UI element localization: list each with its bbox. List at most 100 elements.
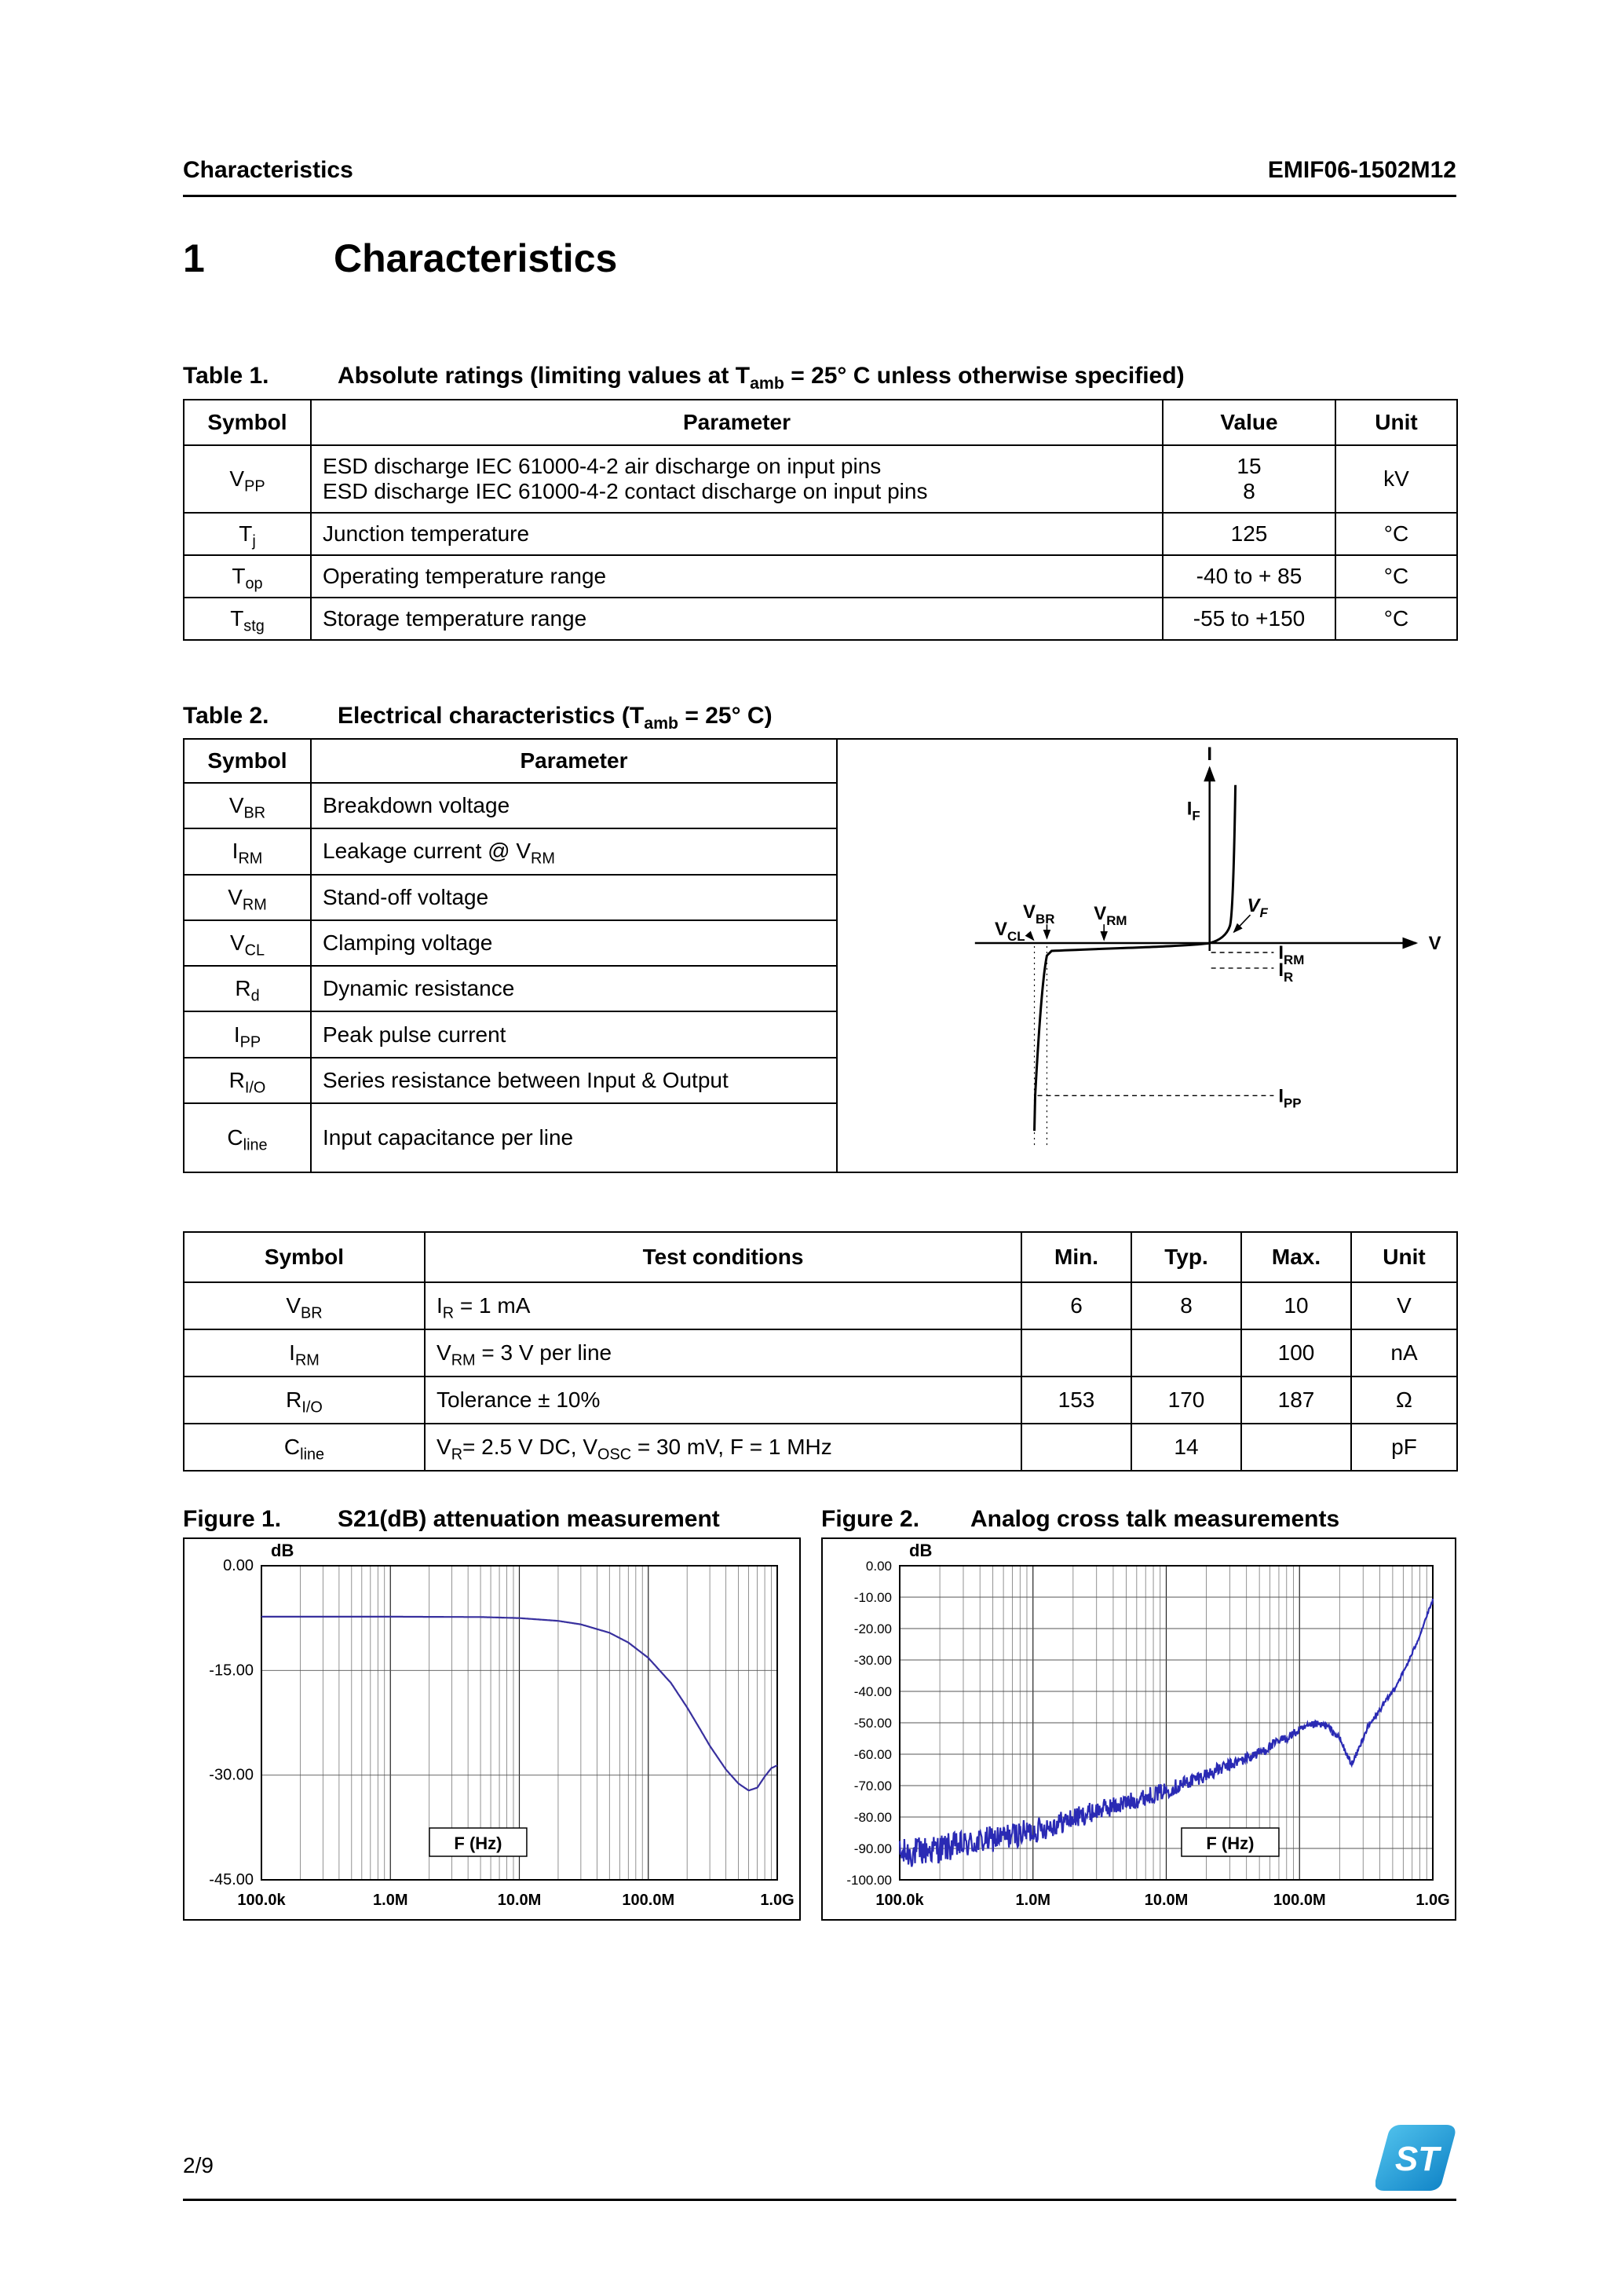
col-header-parameter: Parameter (310, 399, 1164, 446)
conditions-cell: VRM = 3 V per line (424, 1329, 1022, 1377)
parameter-cell: Operating temperature range (310, 554, 1164, 598)
table-row: Rd Dynamic resistance (183, 965, 1457, 1013)
table-row: Cline VR= 2.5 V DC, VOSC = 30 mV, F = 1 M… (183, 1423, 1458, 1472)
svg-text:dB: dB (909, 1541, 932, 1560)
table-row: VRM Stand-off voltage (183, 873, 1457, 921)
unit-cell: °C (1335, 554, 1458, 598)
fig1-chart-svg: 0.00 -15.00 -30.00 -45.00 100.0k 1.0M 10.0M 100… (209, 1541, 794, 1909)
parameter-cell: Storage temperature range (310, 597, 1164, 641)
col-header-symbol: Symbol (183, 1231, 426, 1283)
min-cell (1021, 1329, 1132, 1377)
typ-cell (1131, 1329, 1242, 1377)
spec-table: Symbol Test conditions Min. Typ. Max. Un… (183, 1231, 1458, 1472)
footer-rule (183, 2199, 1456, 2201)
col-header-typ: Typ. (1131, 1231, 1242, 1283)
min-cell: 6 (1021, 1281, 1132, 1330)
table-row: IRM Leakage current @ VRM (183, 828, 1457, 876)
table-row: Cline Input capacitance per line (183, 1102, 1457, 1173)
table-header-row: Symbol Test conditions Min. Typ. Max. Un… (183, 1231, 1458, 1283)
svg-text:F (Hz): F (Hz) (454, 1834, 502, 1853)
max-cell: 10 (1240, 1281, 1352, 1330)
svg-text:100.0M: 100.0M (1273, 1892, 1326, 1909)
symbol-cell: Cline (183, 1423, 426, 1472)
typ-cell: 170 (1131, 1376, 1242, 1424)
unit-cell: °C (1335, 597, 1458, 641)
svg-text:100.0M: 100.0M (622, 1892, 674, 1909)
unit-cell: Ω (1350, 1376, 1458, 1424)
iv-curve-diagram: I IF V VBR VCL VRM VF IRM IR IPP (974, 744, 1441, 1147)
electrical-characteristics-table: Symbol Parameter (183, 738, 1458, 1173)
svg-text:-40.00: -40.00 (854, 1684, 892, 1699)
col-header-unit: Unit (1350, 1231, 1458, 1283)
diagram-label-ipp: IPP (1278, 1085, 1301, 1110)
table2: Symbol Parameter (183, 738, 1458, 1173)
section-title: 1 Characteristics (183, 236, 1456, 281)
svg-text:F (Hz): F (Hz) (1206, 1834, 1254, 1853)
figure2-caption: Figure 2. Analog cross talk measurements (821, 1506, 1339, 1533)
parameter-cell: Clamping voltage (310, 919, 838, 967)
svg-text:0.00: 0.00 (866, 1559, 892, 1574)
col-header-value: Value (1162, 399, 1336, 446)
table2-caption-text: Electrical characteristics (Tamb = 25° C… (338, 703, 773, 733)
st-logo: ST (1375, 2122, 1457, 2194)
max-cell: 100 (1240, 1329, 1352, 1377)
table-row: VCL Clamping voltage (183, 919, 1457, 967)
figure2-caption-label: Figure 2. (821, 1506, 920, 1532)
value-cell: 15 8 (1162, 444, 1336, 514)
svg-text:-30.00: -30.00 (854, 1653, 892, 1668)
section-title-text: Characteristics (334, 236, 618, 280)
test-conditions-table: Symbol Test conditions Min. Typ. Max. Un… (183, 1231, 1458, 1472)
figure1-caption-label: Figure 1. (183, 1506, 282, 1532)
st-logo-text: ST (1395, 2140, 1441, 2178)
table-row: RI/O Tolerance ± 10% 153 170 187 Ω (183, 1376, 1458, 1424)
svg-text:100.0k: 100.0k (237, 1892, 286, 1909)
parameter-cell: Leakage current @ VRM (310, 828, 838, 876)
table-row: RI/O Series resistance between Input & Ou… (183, 1056, 1457, 1105)
figure-captions: Figure 1. S21(dB) attenuation measuremen… (183, 1506, 1456, 1533)
max-cell (1240, 1423, 1352, 1472)
figure1-chart: 0.00 -15.00 -30.00 -45.00 100.0k 1.0M 10.0M 100… (184, 1539, 799, 1919)
header-left: Characteristics (183, 157, 353, 183)
svg-text:0.00: 0.00 (223, 1557, 254, 1574)
typ-cell: 14 (1131, 1423, 1242, 1472)
table2-caption: Table 2. Electrical characteristics (Tam… (183, 703, 1456, 733)
table-row: VPP ESD discharge IEC 61000-4-2 air disch… (183, 444, 1458, 514)
svg-text:-100.00: -100.00 (846, 1873, 892, 1888)
svg-text:-15.00: -15.00 (209, 1662, 254, 1679)
table1-caption-text: Absolute ratings (limiting values at Tam… (338, 363, 1185, 393)
symbol-cell: RI/O (183, 1056, 312, 1105)
col-header-unit: Unit (1335, 399, 1458, 446)
typ-cell: 8 (1131, 1281, 1242, 1330)
table-header-row: Symbol Parameter Value Unit (183, 399, 1458, 446)
col-header-min: Min. (1021, 1231, 1132, 1283)
svg-text:dB: dB (271, 1541, 294, 1560)
figure1-caption-text: S21(dB) attenuation measurement (338, 1506, 720, 1532)
diagram-label-vrm: VRM (1094, 903, 1127, 928)
unit-cell: °C (1335, 512, 1458, 556)
value-cell: -40 to + 85 (1162, 554, 1336, 598)
unit-cell: V (1350, 1281, 1458, 1330)
conditions-cell: VR= 2.5 V DC, VOSC = 30 mV, F = 1 MHz (424, 1423, 1022, 1472)
symbol-cell: VPP (183, 444, 312, 514)
svg-text:-10.00: -10.00 (854, 1590, 892, 1605)
header-right: EMIF06-1502M12 (1267, 157, 1456, 183)
unit-cell: nA (1350, 1329, 1458, 1377)
symbol-cell: VBR (183, 781, 312, 830)
value-cell: 125 (1162, 512, 1336, 556)
parameter-cell: Series resistance between Input & Output (310, 1056, 838, 1105)
figure1-box: 0.00 -15.00 -30.00 -45.00 100.0k 1.0M 10.0M 100… (183, 1537, 801, 1921)
table-row: IRM VRM = 3 V per line 100 nA (183, 1329, 1458, 1377)
parameter-cell: Breakdown voltage (310, 781, 838, 830)
figure1-caption: Figure 1. S21(dB) attenuation measuremen… (183, 1506, 821, 1533)
diagram-label-vf: VF (1248, 895, 1269, 920)
symbol-cell: RI/O (183, 1376, 426, 1424)
table-row: Top Operating temperature range -40 to + 8… (183, 554, 1458, 598)
diagram-label-vbr: VBR (1023, 901, 1054, 927)
diagram-label-if: IF (1187, 799, 1200, 824)
table1-caption: Table 1. Absolute ratings (limiting valu… (183, 363, 1456, 393)
svg-text:-90.00: -90.00 (854, 1841, 892, 1856)
symbol-cell: IRM (183, 828, 312, 876)
parameter-cell: Peak pulse current (310, 1011, 838, 1058)
svg-text:1.0M: 1.0M (373, 1892, 407, 1909)
parameter-cell: Stand-off voltage (310, 873, 838, 921)
